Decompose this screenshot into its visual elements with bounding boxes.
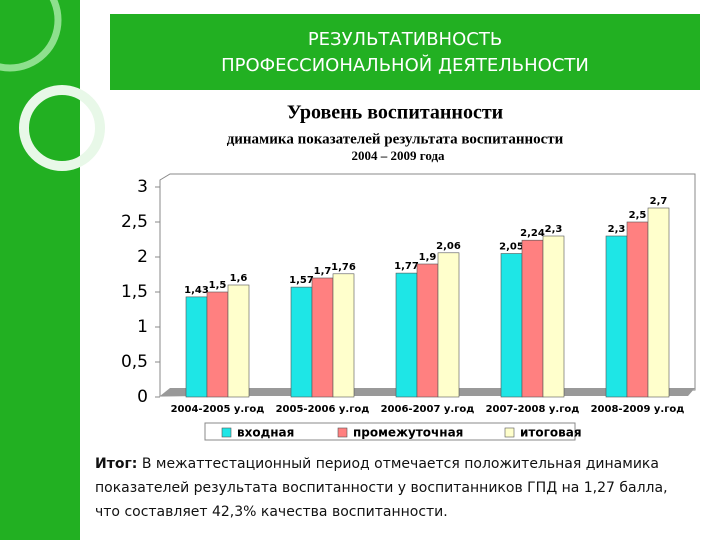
bar <box>647 207 670 398</box>
value-label: 1,9 <box>419 252 437 263</box>
summary-label: Итог: <box>95 456 138 472</box>
value-label: 2,3 <box>608 224 626 235</box>
value-label: 1,6 <box>230 273 248 284</box>
value-label: 2,3 <box>545 224 563 235</box>
value-label: 1,7 <box>314 266 332 277</box>
summary-text: В межаттестационный период отмечается по… <box>95 456 668 520</box>
legend-label: входная <box>237 426 294 440</box>
value-label: 2,05 <box>499 242 524 253</box>
header-box <box>110 14 700 90</box>
bar <box>500 253 523 398</box>
legend-box <box>204 422 576 441</box>
legend-swatch <box>221 427 232 438</box>
chart-subtitle: 2004 – 2009 года <box>351 148 445 163</box>
header-line: РЕЗУЛЬТАТИВНОСТЬ <box>308 29 502 50</box>
x-tick-label: 2008-2009 у.год <box>591 404 685 415</box>
value-label: 2,24 <box>520 228 545 239</box>
legend-label: итоговая <box>520 426 582 440</box>
bar <box>185 296 208 398</box>
y-tick-label: 1,5 <box>121 282 148 302</box>
y-tick-label: 2,5 <box>121 212 148 232</box>
bar <box>290 286 313 398</box>
chart-subtitle: динамика показателей результата воспитан… <box>227 131 564 147</box>
value-label: 2,5 <box>629 210 647 221</box>
bar <box>206 291 229 398</box>
value-label: 1,57 <box>289 275 314 286</box>
value-label: 1,5 <box>209 280 227 291</box>
x-tick-label: 2004-2005 у.год <box>171 404 265 415</box>
bar <box>416 263 439 398</box>
chart-title: Уровень воспитанности <box>287 102 503 124</box>
bar <box>605 235 628 398</box>
decor-circle <box>19 85 105 171</box>
bar <box>311 277 334 398</box>
y-tick-label: 2 <box>137 247 148 267</box>
bar <box>395 272 418 398</box>
y-tick-label: 3 <box>137 177 148 197</box>
bar <box>332 273 355 398</box>
value-label: 2,7 <box>650 196 668 207</box>
decor-circle <box>0 0 62 72</box>
bar <box>542 235 565 398</box>
legend-swatch <box>504 427 515 438</box>
y-tick-label: 0 <box>137 387 148 407</box>
value-label: 1,43 <box>184 285 209 296</box>
value-label: 2,06 <box>436 241 461 252</box>
bar <box>437 252 460 398</box>
y-tick-label: 1 <box>137 317 148 337</box>
legend-swatch <box>337 427 348 438</box>
x-tick-label: 2005-2006 у.год <box>276 404 370 415</box>
side-stripe <box>0 0 80 540</box>
bar <box>227 284 250 398</box>
value-label: 1,77 <box>394 261 419 272</box>
x-tick-label: 2007-2008 у.год <box>486 404 580 415</box>
y-tick-label: 0,5 <box>121 352 148 372</box>
value-label: 1,76 <box>331 262 356 273</box>
bar <box>626 221 649 398</box>
legend-label: промежуточная <box>353 426 463 440</box>
bar <box>521 239 544 398</box>
header-line: ПРОФЕССИОНАЛЬНОЙ ДЕЯТЕЛЬНОСТИ <box>221 54 589 76</box>
summary: Итог: В межаттестационный период отмечае… <box>95 452 675 524</box>
x-tick-label: 2006-2007 у.год <box>381 404 475 415</box>
